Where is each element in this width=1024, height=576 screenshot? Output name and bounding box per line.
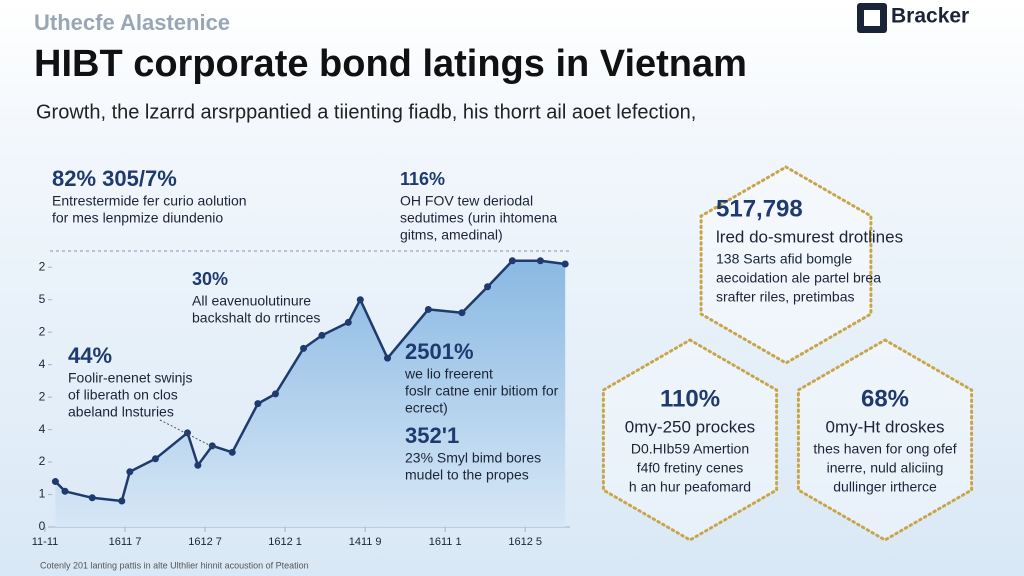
annotation-text: of liberath on clos (68, 387, 178, 403)
annotation-text: OH FOV tew deriodal (400, 193, 533, 209)
card-text: dullinger irtherce (833, 479, 937, 495)
y-tick-label: 1 (39, 487, 46, 501)
annotation-text: ecrect) (405, 400, 448, 416)
annotation-text: foslr catne enir bitiom for (405, 383, 559, 399)
x-tick-label: 1612 1 (268, 536, 302, 548)
annotation-value: 44% (68, 343, 112, 368)
point (299, 344, 307, 352)
annotation-value: 116% (400, 169, 445, 189)
card-text: thes haven for ong ofef (813, 441, 956, 457)
card-text: D0.HIb59 Amertion (631, 441, 749, 457)
point (458, 309, 466, 317)
chart-title: HIBT corporate bond latings in Vietnam (34, 43, 747, 85)
point (61, 487, 69, 495)
area (55, 260, 566, 527)
card-heading: 0my-Ht droskes (825, 417, 944, 436)
x-tick-label: 11-11 (32, 536, 59, 548)
card-value: 517,798 (716, 195, 803, 222)
point (271, 390, 279, 398)
card-text: inerre, nuld aliciing (827, 460, 944, 476)
annotation-value: 30% (192, 269, 228, 289)
logo: Bracker (891, 5, 969, 28)
x-tick-label: 1612 5 (508, 536, 542, 548)
point (356, 296, 364, 304)
card-outline (601, 338, 779, 542)
point (424, 305, 432, 313)
point (194, 461, 202, 469)
point (51, 478, 59, 486)
card-text: aecoidation ale partel brea (716, 270, 881, 286)
card-heading: 0my-250 prockes (625, 417, 755, 436)
card-text: h an hur peafomard (629, 479, 751, 495)
annotation-value: 2501% (405, 339, 474, 364)
annotation-value: 352'1 (405, 423, 459, 448)
card-text: f4f0 fretiny cenes (637, 460, 744, 476)
y-tick-label: 0 (39, 519, 46, 533)
annotation-text: All eavenuolutinure (192, 293, 311, 309)
point (508, 257, 516, 265)
annotation-text: Entrestermide fer curio aolution (52, 193, 247, 209)
point (126, 468, 134, 476)
y-tick-label: 2 (39, 389, 46, 403)
annotation-text: 23% Smyl bimd bores (405, 450, 541, 466)
y-tick-label: 4 (39, 422, 46, 436)
annotation-text: for mes lenpmize diundenio (52, 210, 223, 226)
card-outline (699, 165, 873, 365)
footer: Cotenly 201 lanting pattis in alte Ulthl… (40, 560, 309, 570)
annotation-text: Foolir-enenet swinjs (68, 370, 193, 386)
y-tick-label: 2 (39, 324, 46, 338)
y-tick-label: 2 (39, 454, 46, 468)
y-tick-label: 5 (39, 292, 46, 306)
point (228, 448, 236, 456)
y-tick-label: 4 (39, 357, 46, 371)
annotation-text: gitms, amedinal) (400, 227, 503, 243)
card-text: srafter riles, pretimbas (716, 289, 854, 305)
point (484, 283, 492, 291)
annotation-text: mudel to the propes (405, 467, 529, 483)
point (254, 400, 262, 408)
point (344, 318, 352, 326)
point (384, 354, 392, 362)
point (118, 497, 126, 505)
card-heading: lred do-smurest drotlines (716, 227, 903, 246)
point (151, 455, 159, 463)
card-text: 138 Sarts afid bomgle (716, 251, 852, 267)
card-value: 110% (660, 385, 720, 412)
point (536, 257, 544, 265)
point (561, 260, 569, 268)
x-tick-label: 1611 1 (429, 536, 462, 548)
brand: Uthecfe Alastenice (34, 10, 230, 35)
logo-icon-inner (864, 10, 880, 26)
annotation-text: backshalt do rrtinces (192, 310, 320, 326)
card-outline (796, 338, 974, 542)
annotation-text: abeland lnsturies (68, 404, 174, 420)
card-value: 68% (861, 385, 909, 412)
x-tick-label: 1411 9 (349, 536, 382, 548)
annotation-text: we lio freerent (404, 366, 493, 382)
subtitle: Growth, the lzarrd arsrppantied a tiient… (36, 101, 696, 123)
annotation-value: 82% 305/7% (52, 166, 177, 191)
y-tick-label: 2 (39, 259, 46, 273)
x-tick-label: 1611 7 (109, 536, 142, 548)
x-tick-label: 1612 7 (188, 536, 222, 548)
point (88, 494, 96, 502)
point (318, 331, 326, 339)
annotation-text: sedutimes (urin ihtomena (400, 210, 557, 226)
